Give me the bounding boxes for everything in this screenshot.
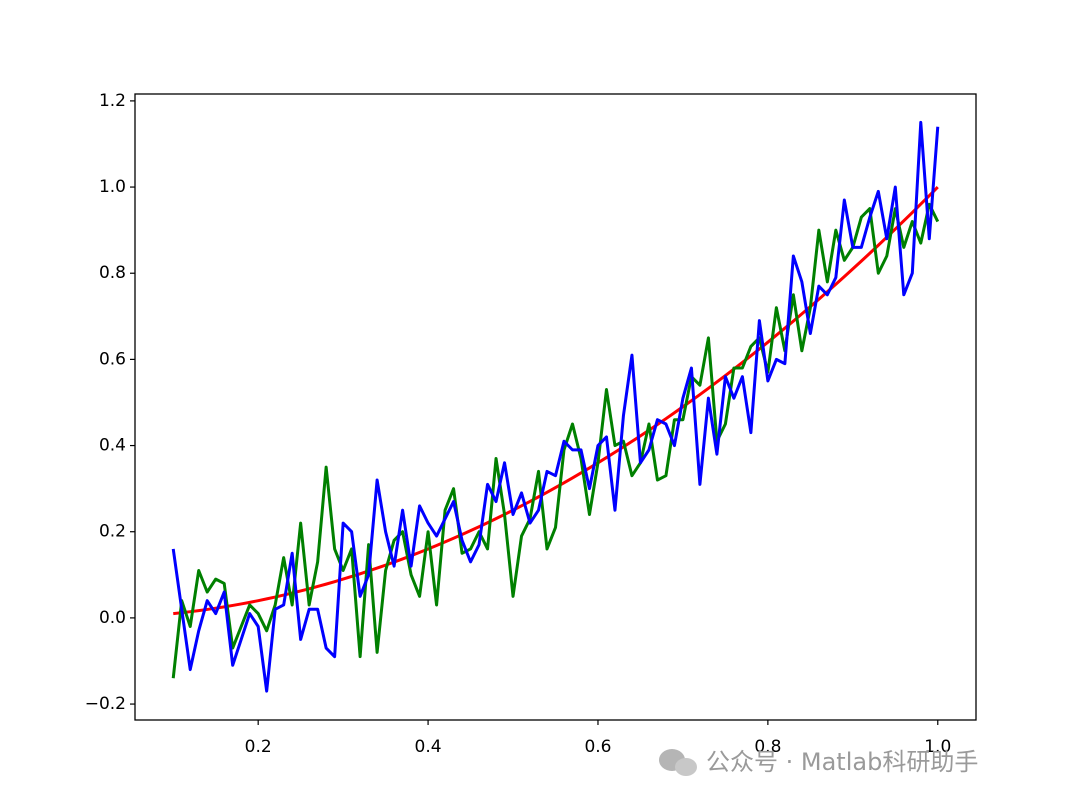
y-tick-label: −0.2 — [85, 694, 126, 714]
x-tick-label: 0.2 — [245, 737, 272, 757]
y-tick-label: 1.0 — [99, 177, 126, 197]
y-tick-label: 0.2 — [99, 522, 126, 542]
y-tick-label: 0.4 — [99, 436, 126, 456]
watermark: 公众号 · Matlab科研助手 — [706, 748, 978, 776]
y-tick-label: 1.2 — [99, 91, 126, 111]
series-line — [171, 202, 940, 679]
x-tick-label: 0.8 — [754, 737, 781, 757]
y-tick-label: 0.8 — [99, 263, 126, 283]
y-tick-label: 0.6 — [99, 349, 126, 369]
x-tick-label: 0.6 — [584, 737, 611, 757]
series-line — [171, 120, 940, 693]
x-tick-label: 1.0 — [924, 737, 951, 757]
x-tick-label: 0.4 — [415, 737, 442, 757]
watermark-icon — [659, 749, 697, 776]
y-tick-label: 0.0 — [99, 608, 126, 628]
plot-frame — [134, 93, 977, 721]
